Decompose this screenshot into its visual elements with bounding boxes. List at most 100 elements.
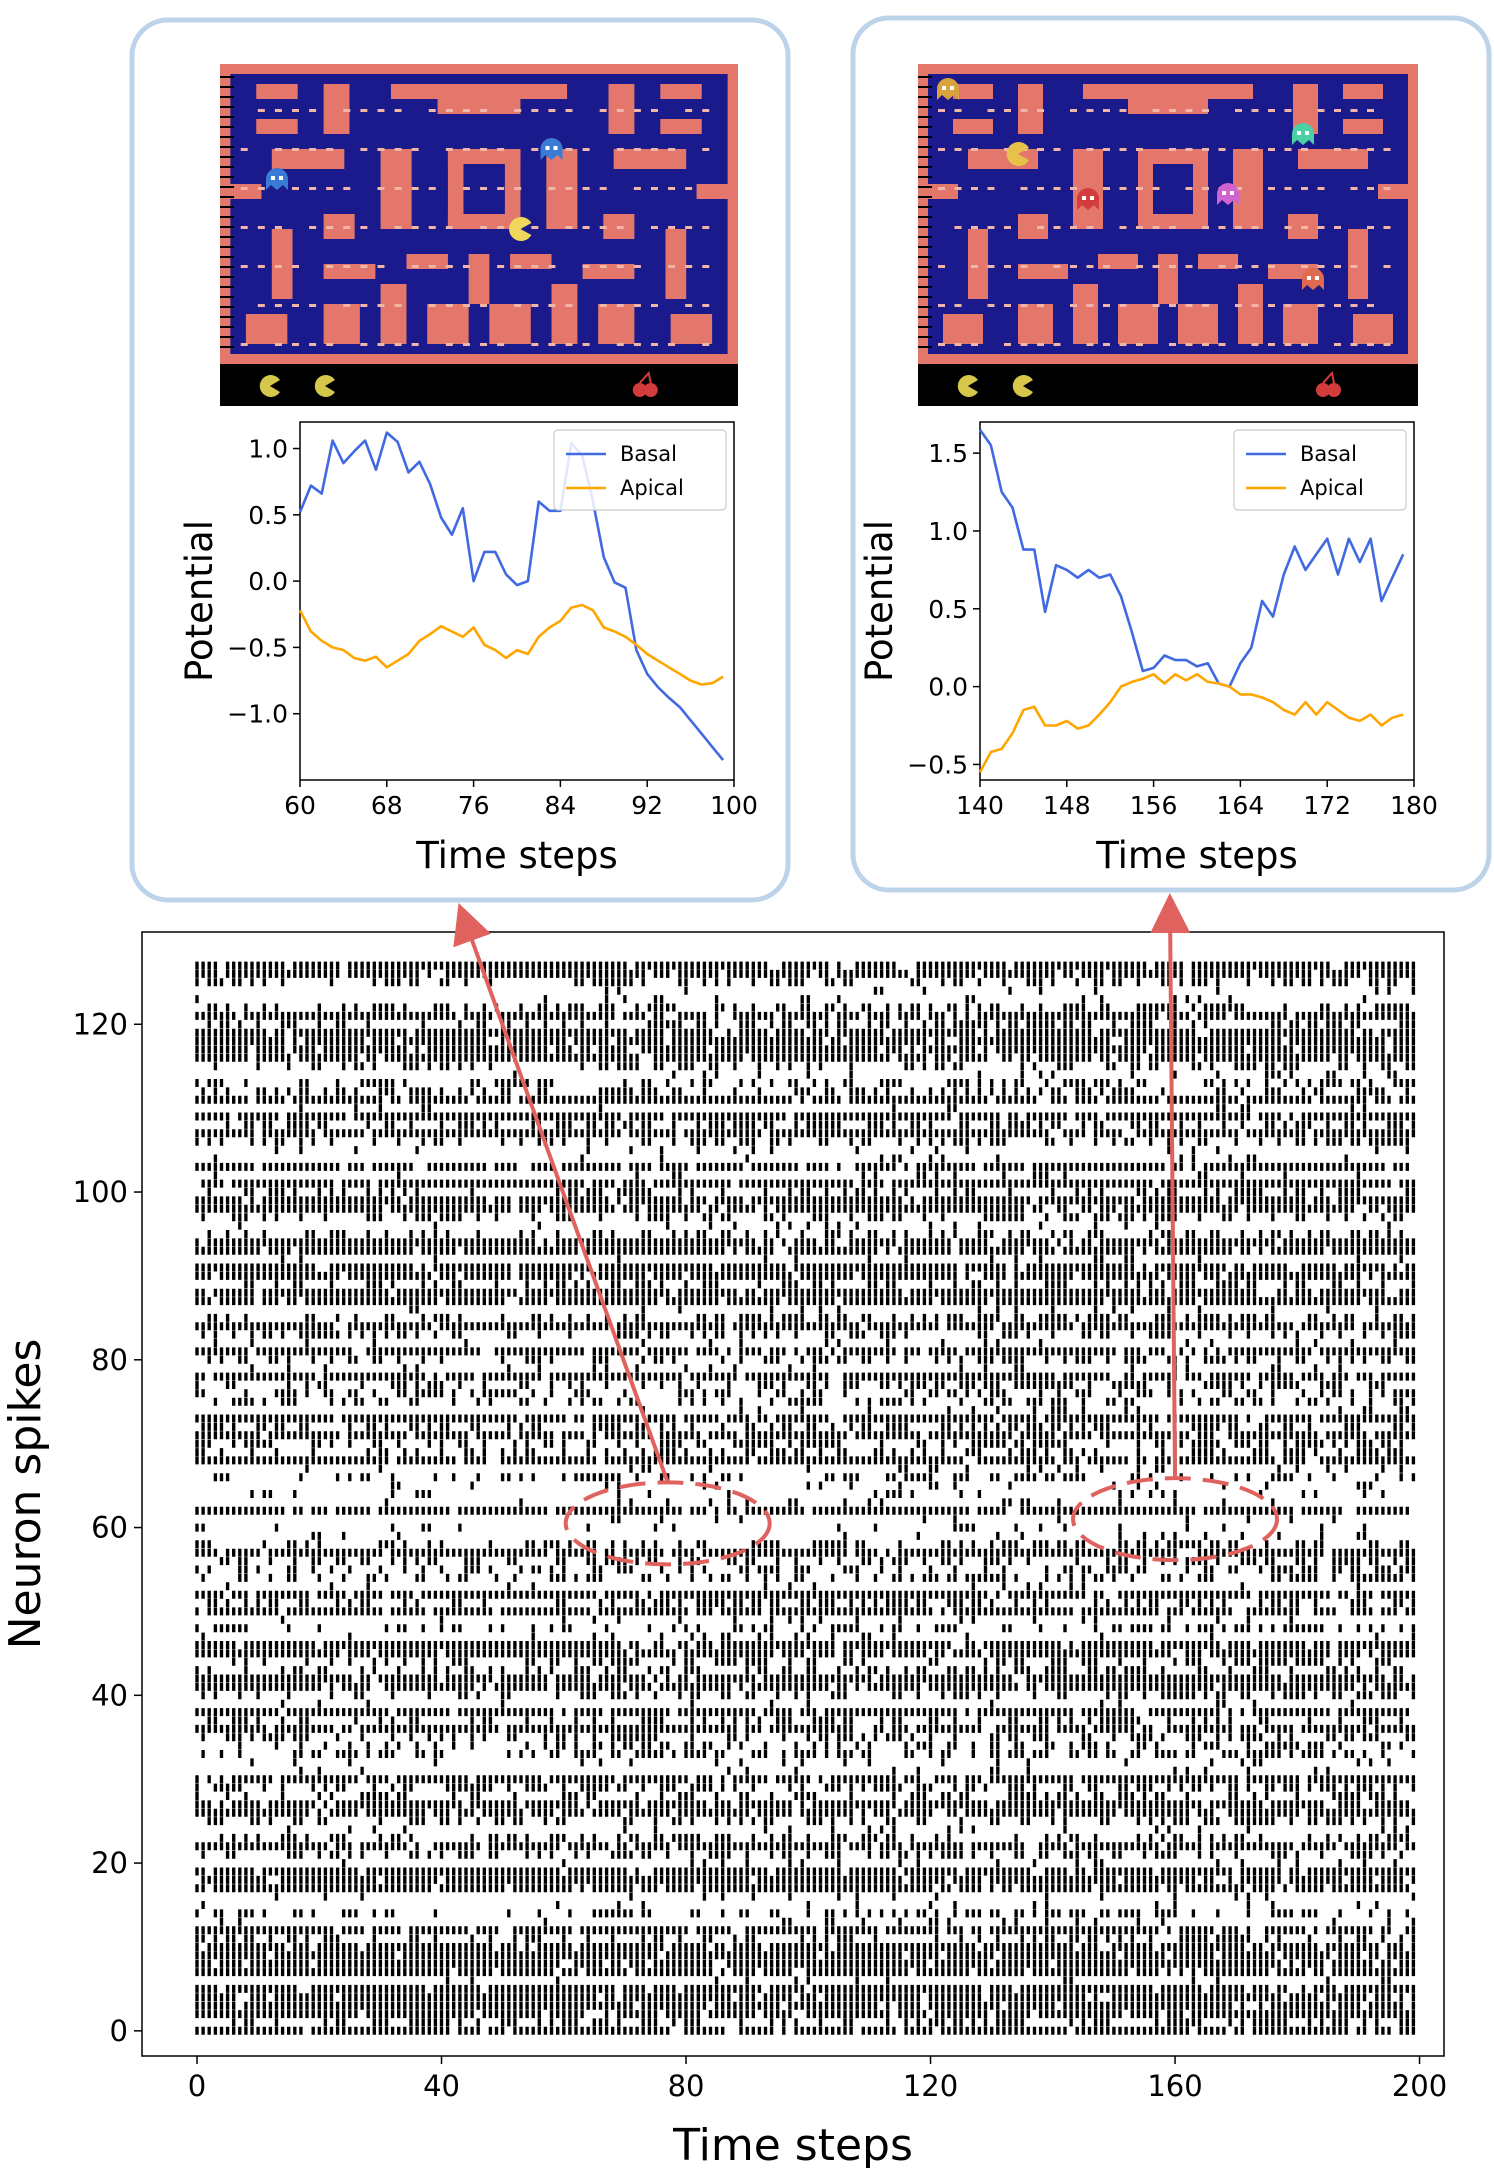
maze-pellet	[1334, 226, 1341, 229]
maze-pellet	[582, 226, 590, 229]
maze-pellet	[565, 109, 573, 112]
maze-pellet	[1383, 265, 1391, 268]
y-tick-label: 0.5	[248, 501, 288, 530]
series-line-basal	[978, 429, 1405, 688]
ghost-sprite	[937, 78, 959, 100]
maze-pellet	[1350, 187, 1358, 190]
y-tick-label: 0	[110, 2014, 128, 2048]
maze-pellet	[377, 187, 385, 190]
x-tick-label: 84	[544, 791, 576, 820]
maze-pellet	[987, 109, 995, 112]
maze-pellet	[462, 343, 470, 346]
maze-pellet	[1218, 226, 1226, 229]
maze-pellet	[1169, 343, 1176, 346]
maze-pellet	[650, 304, 658, 307]
maze-pellet	[1185, 265, 1193, 268]
x-tick-label: 164	[1217, 791, 1265, 820]
maze-edge-mark	[220, 276, 234, 278]
maze-pellet	[411, 343, 419, 346]
maze-pellet	[1251, 148, 1259, 151]
ghost-eye	[1307, 276, 1311, 280]
series-line-apical	[298, 603, 724, 686]
maze-pellet	[309, 304, 317, 307]
maze-edge-mark	[918, 326, 932, 328]
maze-pellet	[702, 343, 710, 346]
maze-pellet	[531, 148, 539, 151]
maze-pellet	[1268, 148, 1275, 151]
maze-pellet	[1268, 187, 1275, 190]
maze-wall	[918, 64, 1418, 74]
maze-pellet	[1119, 343, 1127, 346]
maze-pellet	[1383, 148, 1391, 151]
maze-pellet	[1251, 343, 1259, 346]
maze-edge-mark	[220, 136, 234, 138]
maze-pellet	[1020, 343, 1028, 346]
maze-pellet	[616, 226, 624, 229]
maze-pellet	[1037, 148, 1044, 151]
maze-pellet	[462, 304, 470, 307]
maze-edge-mark	[918, 186, 932, 188]
maze-pellet	[702, 265, 710, 268]
maze-pellet	[668, 226, 676, 229]
maze-pellet	[274, 109, 282, 112]
y-tick-label: −1.0	[227, 700, 288, 729]
maze-wall	[1018, 304, 1053, 344]
maze-wall	[1343, 119, 1383, 134]
maze-pellet	[326, 343, 334, 346]
maze-pellet	[462, 148, 470, 151]
maze-pellet	[240, 148, 248, 151]
maze-pellet	[1070, 265, 1077, 268]
x-tick-label: 100	[710, 791, 758, 820]
maze-pellet	[987, 226, 995, 229]
game-screen: 1260	[918, 64, 1418, 406]
maze-pellet	[1350, 343, 1358, 346]
fruit-stem	[639, 370, 652, 384]
maze-pellet	[633, 109, 641, 112]
maze-pellet	[309, 343, 317, 346]
ghost-eye	[1297, 131, 1301, 135]
maze-pellet	[1169, 226, 1176, 229]
maze-pellet	[548, 343, 556, 346]
maze-wall	[245, 314, 288, 344]
maze-pellet	[1284, 226, 1292, 229]
maze-pellet	[1119, 148, 1127, 151]
maze-edge-mark	[918, 236, 932, 238]
maze-pellet	[954, 343, 962, 346]
maze-edge-mark	[220, 296, 234, 298]
maze-pellet	[1301, 343, 1308, 346]
maze-pellet	[1251, 109, 1259, 112]
maze-edge-mark	[918, 316, 932, 318]
maze-pellet	[1251, 265, 1259, 268]
maze-pellet	[1037, 343, 1044, 346]
maze-pellet	[1251, 226, 1259, 229]
maze-pellet	[394, 304, 402, 307]
x-tick-label: 200	[1392, 2069, 1447, 2103]
maze-pellet	[633, 265, 641, 268]
maze-pellet	[702, 148, 710, 151]
raster-plot: 0 40 80 120 160 200 0 20 40 60 80 100 120 Time steps N…	[0, 931, 1447, 2168]
maze-wall	[1178, 304, 1218, 344]
maze-pellet	[582, 187, 590, 190]
y-axis-title: Potential	[178, 520, 221, 682]
maze-pellet	[633, 187, 641, 190]
maze-pellet	[343, 265, 351, 268]
maze-wall	[220, 354, 738, 364]
maze-pellet	[685, 109, 693, 112]
maze-pellet	[1136, 226, 1143, 229]
maze-pellet	[1086, 343, 1094, 346]
maze-pellet	[411, 226, 419, 229]
maze-pellet	[565, 304, 573, 307]
maze-pellet	[1070, 109, 1077, 112]
maze-pellet	[1284, 343, 1292, 346]
maze-pellet	[1383, 187, 1391, 190]
maze-wall	[220, 64, 738, 74]
maze-pellet	[1235, 187, 1242, 190]
maze-pellet	[565, 343, 573, 346]
ghost-sprite	[1217, 183, 1239, 205]
maze-pellet	[462, 265, 470, 268]
maze-pellet	[1152, 304, 1160, 307]
maze-pellet	[1350, 265, 1358, 268]
maze-pellet	[685, 226, 693, 229]
maze-pellet	[954, 304, 962, 307]
legend-box	[553, 429, 727, 511]
